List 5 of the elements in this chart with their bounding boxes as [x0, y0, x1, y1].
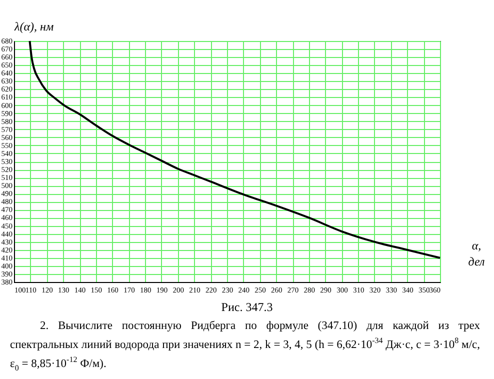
text: 2. Вычислите постоянную Ридберга по формуле (347.10) для каждой из трех спектральных линий водорода при значениях n = 2, k = 3, 4, 5 (h = 6,62·10$^{-34}$ Дж·с, c = 3·10$^{8}$ м/с, ε$_{0}$ = 8,85·10$^{-12}$ Ф/м).	[10, 320, 480, 372]
text: Рис. 347.3	[220, 300, 274, 315]
x-axis-title: α, дел	[468, 238, 485, 268]
y-axis-title: λ(α), нм	[14, 20, 54, 34]
line-series	[28, 40, 441, 259]
